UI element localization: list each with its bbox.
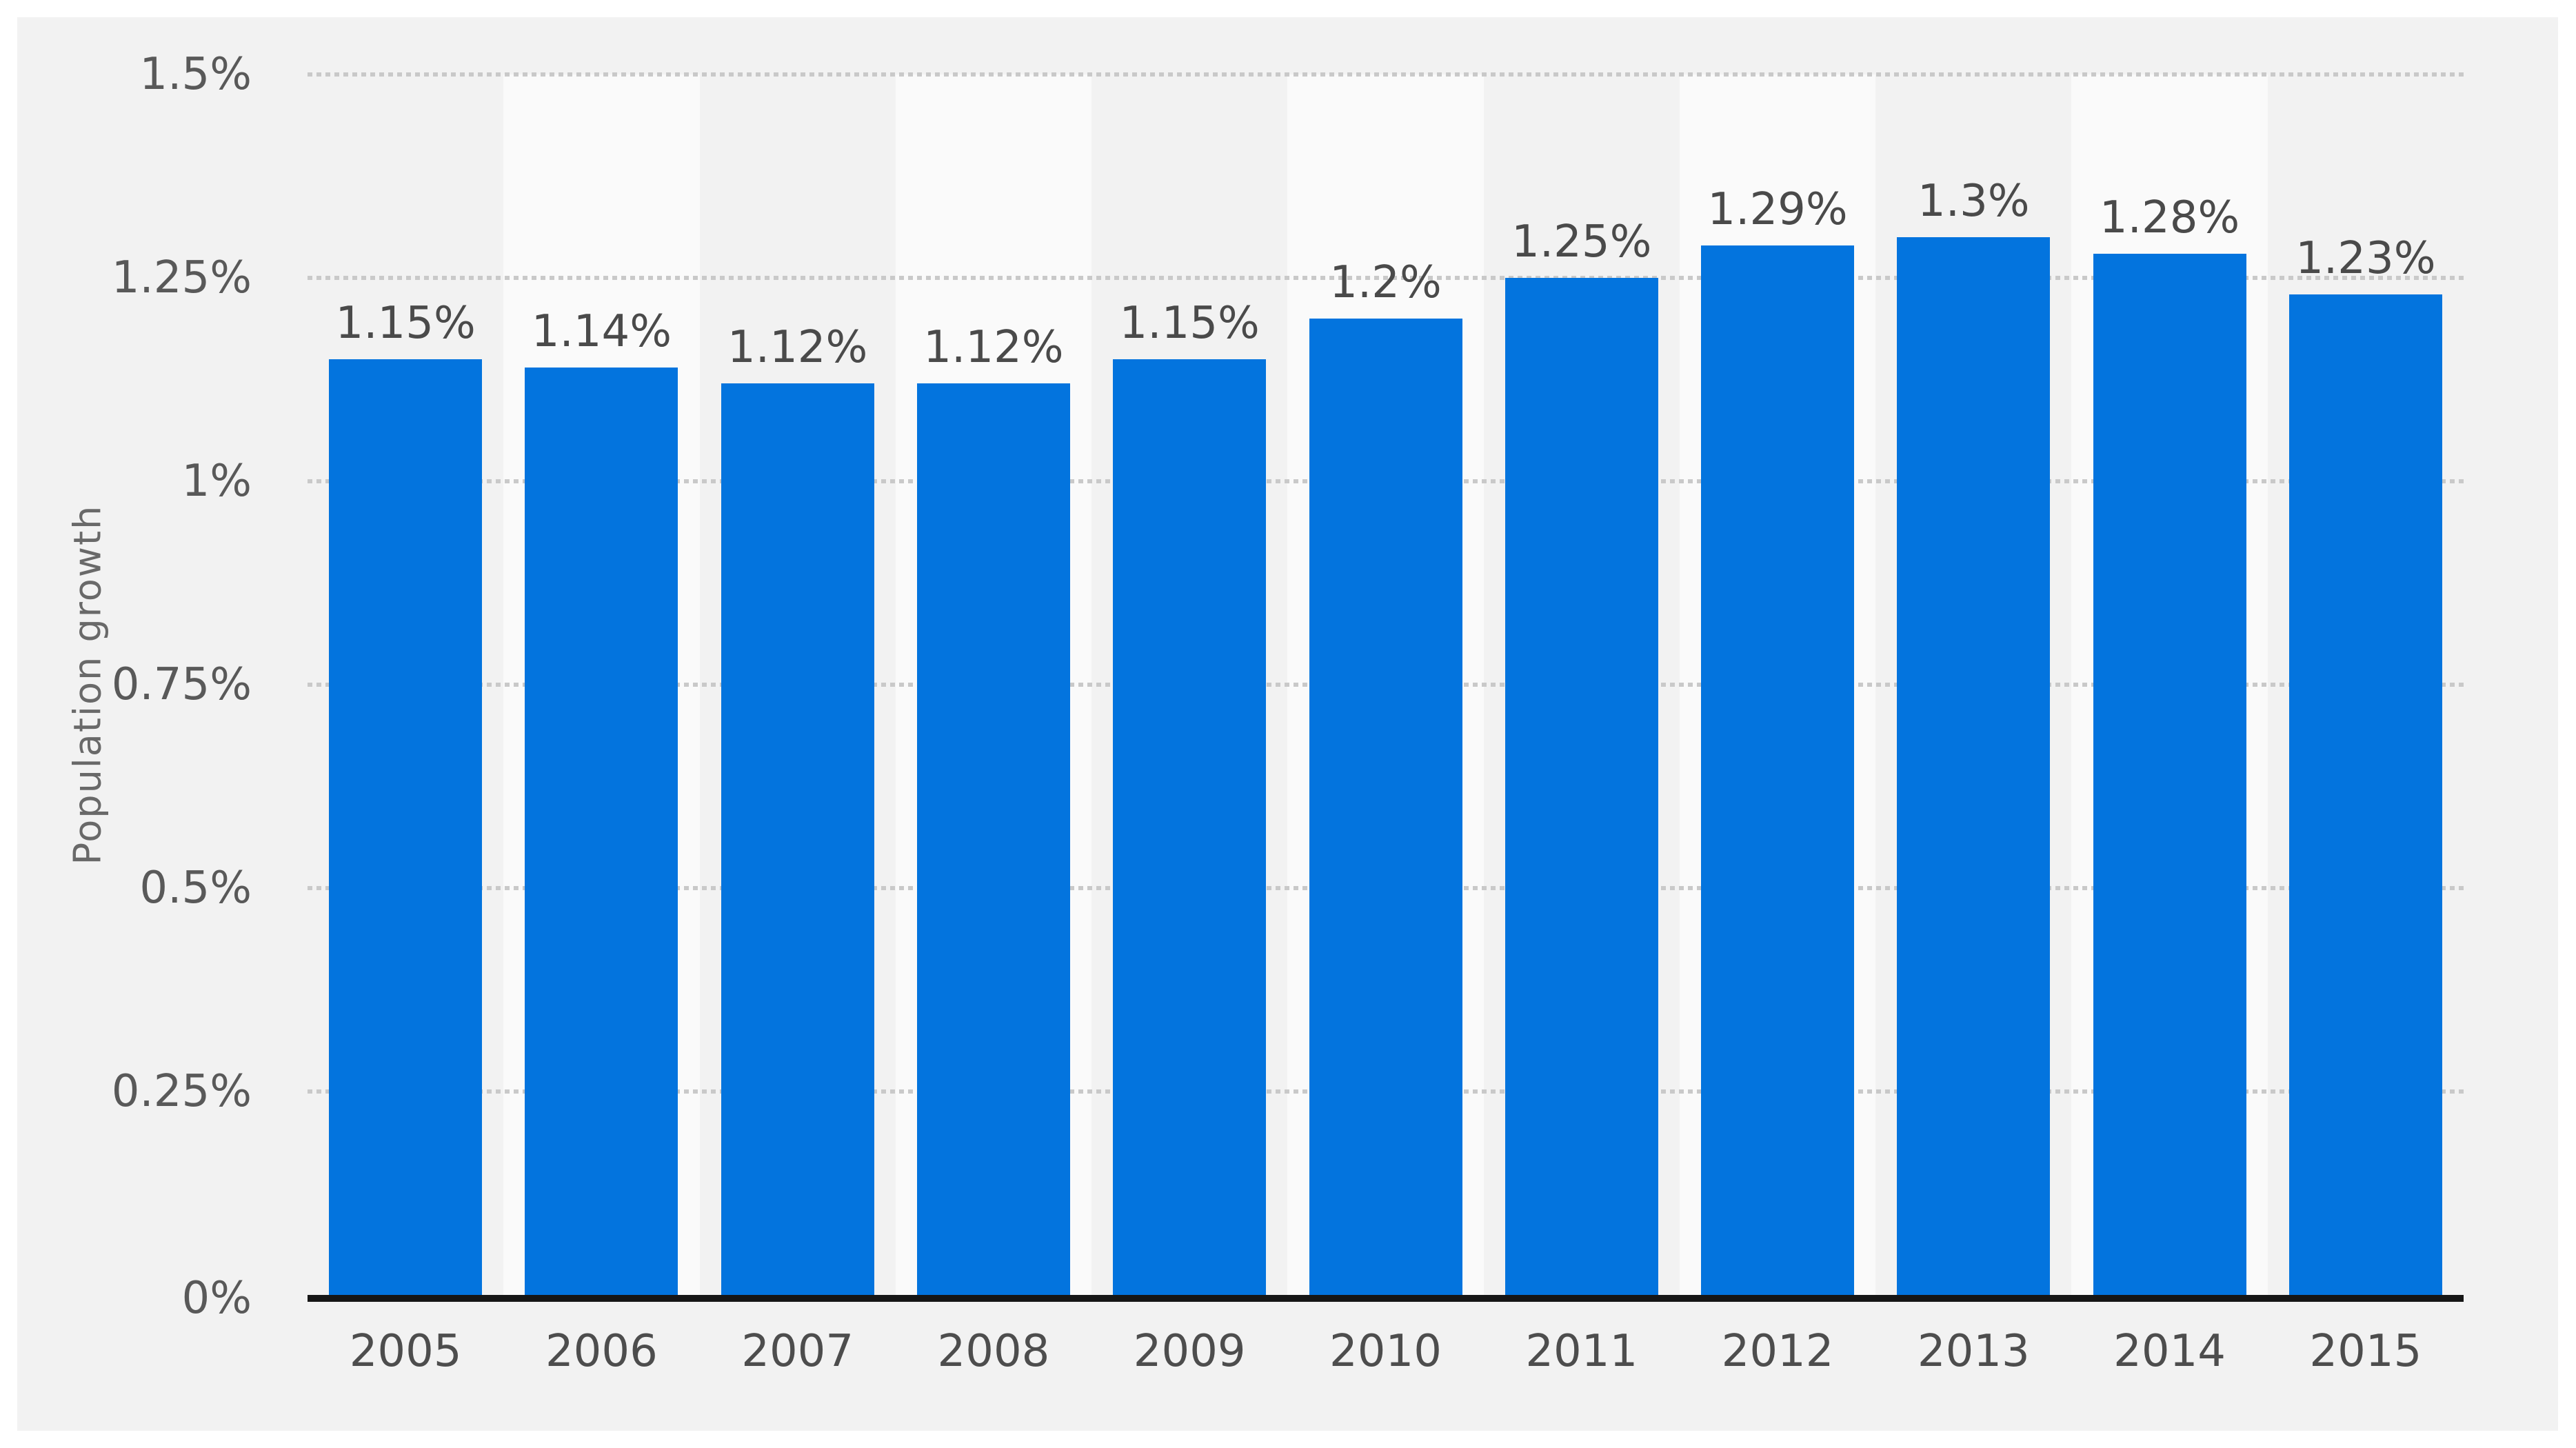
bar-value-label-2005: 1.15% <box>335 298 476 349</box>
x-tick-label-2015: 2015 <box>2309 1326 2422 1377</box>
gridline-1.5% <box>308 72 2464 77</box>
bar-2012 <box>1701 245 1855 1295</box>
bar-2010 <box>1309 319 1462 1295</box>
y-tick-label-1.5%: 1.5% <box>139 49 252 100</box>
x-axis-line <box>308 1295 2464 1302</box>
bar-2006 <box>525 367 678 1295</box>
x-tick-label-2014: 2014 <box>2113 1326 2226 1377</box>
bar-value-label-2008: 1.12% <box>923 322 1064 374</box>
x-tick-label-2006: 2006 <box>545 1326 658 1377</box>
bar-value-label-2006: 1.14% <box>531 305 672 357</box>
x-tick-label-2005: 2005 <box>349 1326 462 1377</box>
bar-2005 <box>329 359 483 1295</box>
x-tick-label-2008: 2008 <box>937 1326 1050 1377</box>
y-axis-title: Population growth <box>66 504 110 865</box>
bar-2014 <box>2093 253 2246 1295</box>
bar-2007 <box>721 383 874 1295</box>
y-tick-label-0.5%: 0.5% <box>139 863 252 914</box>
bar-2009 <box>1113 359 1267 1295</box>
x-tick-label-2009: 2009 <box>1133 1326 1246 1377</box>
x-tick-label-2010: 2010 <box>1329 1326 1442 1377</box>
y-tick-label-0%: 0% <box>181 1273 252 1324</box>
bar-2015 <box>2288 294 2442 1295</box>
bar-value-label-2010: 1.2% <box>1329 257 1442 308</box>
bar-2013 <box>1897 237 2051 1295</box>
bar-2008 <box>916 383 1070 1295</box>
chart-panel: 0% 0.25% 0.5% 0.75% 1% 1.25% 1.5% 1.15% 2005 1.14… <box>17 17 2558 1431</box>
y-tick-label-1.25%: 1.25% <box>111 252 252 303</box>
y-tick-label-0.75%: 0.75% <box>111 659 252 710</box>
bar-value-label-2012: 1.29% <box>1707 183 1848 235</box>
bar-value-label-2007: 1.12% <box>727 322 868 374</box>
y-tick-label-0.25%: 0.25% <box>111 1066 252 1117</box>
x-tick-label-2012: 2012 <box>1721 1326 1834 1377</box>
bar-value-label-2013: 1.3% <box>1918 176 2030 227</box>
y-tick-label-1%: 1% <box>181 456 252 507</box>
bar-value-label-2009: 1.15% <box>1119 298 1260 349</box>
x-tick-label-2007: 2007 <box>741 1326 854 1377</box>
bar-value-label-2014: 1.28% <box>2099 192 2240 243</box>
bar-2011 <box>1505 278 1658 1295</box>
x-tick-label-2013: 2013 <box>1917 1326 2030 1377</box>
gridline-1.25% <box>308 276 2464 280</box>
x-tick-label-2011: 2011 <box>1525 1326 1638 1377</box>
bar-value-label-2011: 1.25% <box>1511 217 1652 268</box>
bar-value-label-2015: 1.23% <box>2295 232 2436 284</box>
